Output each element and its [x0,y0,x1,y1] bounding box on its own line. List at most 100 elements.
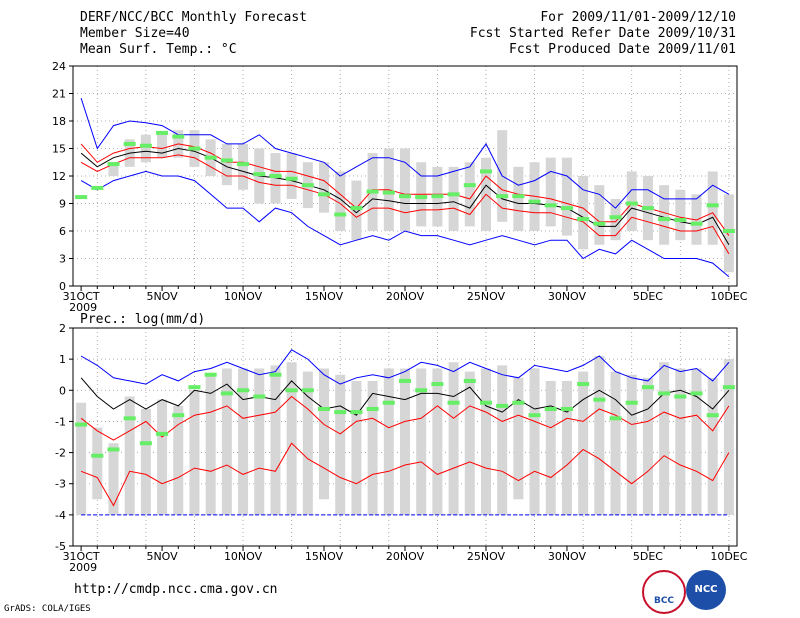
observed-mark [706,413,719,418]
observed-mark [172,134,185,139]
observed-mark [220,391,233,396]
x-tick-label: 10DEC [710,290,747,303]
observed-mark [253,172,266,177]
ensemble-box [173,405,184,515]
observed-mark [123,416,136,421]
ensemble-box [513,166,524,231]
y-tick-label: -3 [55,478,66,491]
observed-mark [625,400,638,405]
observed-mark [609,416,622,421]
ensemble-box [723,359,734,515]
observed-mark [415,388,428,393]
ensemble-box [480,368,491,515]
observed-mark [285,388,298,393]
ensemble-box [76,402,87,515]
observed-mark [560,206,573,211]
x-tick-label: 15NOV [305,290,344,303]
observed-mark [593,397,606,402]
ensemble-box [610,371,621,515]
ensemble-box [140,134,151,163]
x-tick-label: 20NOV [386,550,425,563]
ensemble-box [513,377,524,500]
observed-mark [658,217,671,222]
ensemble-box [497,365,508,515]
series-min-line [80,442,730,507]
ensemble-box [157,399,168,515]
observed-mark [139,143,152,148]
series-max-line [80,349,730,385]
ensemble-box [189,390,200,515]
observed-mark [366,189,379,194]
observed-mark [172,413,185,418]
ensemble-box [140,408,151,515]
observed-mark [674,218,687,222]
started-date: Fcst Started Refer Date 2009/10/31 [469,26,736,41]
observed-mark [334,410,347,415]
observed-mark [496,194,509,199]
y-tick-label: 15 [52,143,66,156]
ensemble-box [464,371,475,515]
observed-mark [237,388,250,393]
footer-url[interactable]: http://cmdp.ncc.cma.gov.cn [74,582,278,597]
ensemble-box [221,143,232,186]
ensemble-box [707,377,718,515]
observed-mark [641,206,654,211]
observed-mark [156,431,169,436]
observed-mark [722,385,735,390]
y-tick-label: 18 [52,115,66,128]
ensemble-box [383,368,394,515]
observed-mark [139,441,152,446]
observed-mark [544,406,557,411]
observed-mark [75,422,88,427]
observed-mark [301,183,314,188]
precip-title: Prec.: log(mm/d) [80,312,205,327]
observed-mark [512,194,525,199]
ensemble-box [124,396,135,515]
ensemble-box [594,185,605,245]
observed-mark [415,195,428,200]
ensemble-box [578,371,589,515]
observed-mark [107,162,120,167]
ensemble-box [594,356,605,515]
ensemble-box [578,176,589,250]
observed-mark [366,406,379,411]
y-tick-label: -1 [55,415,66,428]
ensemble-box [659,185,670,245]
ensemble-box [302,371,313,515]
observed-mark [641,385,654,390]
observed-mark [269,174,282,178]
ensemble-box [92,427,103,500]
y-tick-label: 21 [52,88,66,101]
ensemble-box [108,443,119,515]
x-tick-label: 20NOV [386,290,425,303]
series-upper-line [80,377,730,416]
ensemble-box [335,374,346,515]
observed-mark [674,394,687,399]
x-tick-label: 30NOV [548,290,587,303]
x-tick-label: 25NOV [467,550,506,563]
ncc-logo-text: NCC [694,584,718,595]
ensemble-box [561,380,572,515]
ensemble-box [351,180,362,241]
x-tick-label: 31OCT [63,550,100,563]
observed-mark [334,212,347,217]
ensemble-box [400,368,410,515]
observed-mark [431,194,444,199]
series-max-line [80,97,730,209]
x-tick-label: 10NOV [224,290,263,303]
header-left: DERF/NCC/BCC Monthly Forecast Member Siz… [80,10,307,58]
chart-title: DERF/NCC/BCC Monthly Forecast [80,10,307,25]
observed-mark [690,221,703,226]
ncc-logo: NCC [686,570,726,610]
x-year-label: 2009 [69,301,97,314]
x-tick-label: 5DEC [633,290,663,303]
series-lower-line [80,154,730,255]
x-tick-label: 31OCT [63,290,100,303]
observed-mark [479,400,492,405]
ensemble-box [270,365,281,515]
observed-mark [431,382,444,387]
observed-mark [447,192,460,197]
observed-mark [609,215,622,220]
observed-mark [496,403,509,408]
